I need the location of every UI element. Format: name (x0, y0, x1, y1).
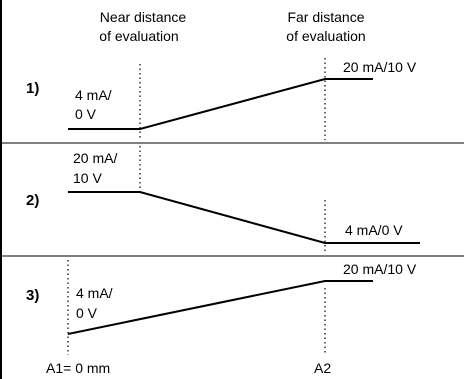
near-distance-heading-line1: Near distance (100, 9, 187, 25)
panel-2-high-label-line1: 20 mA/ (73, 150, 117, 166)
panel-2-low-label: 4 mA/0 V (345, 222, 403, 238)
near-distance-heading-line2: of evaluation (99, 28, 178, 44)
panel-2-output-curve (68, 191, 420, 244)
panel-2: 2) 20 mA/ 10 V 4 mA/0 V (26, 150, 420, 244)
far-distance-heading-line1: Far distance (287, 9, 364, 25)
panel-3-number: 3) (26, 287, 39, 304)
panel-1-high-label: 20 mA/10 V (343, 59, 417, 75)
panel-3: 3) 4 mA/ 0 V 20 mA/10 V (26, 261, 417, 335)
panel-1-output-curve (68, 78, 373, 130)
panel-1-number: 1) (26, 80, 39, 97)
panel-3-output-curve (67, 280, 373, 335)
panel-3-high-label: 20 mA/10 V (343, 261, 417, 277)
panel-1: 1) 4 mA/ 0 V 20 mA/10 V (26, 59, 417, 130)
panel-3-low-label-line2: 0 V (76, 305, 98, 321)
panel-3-low-label-line1: 4 mA/ (76, 285, 113, 301)
far-distance-heading-line2: of evaluation (286, 28, 365, 44)
panel-1-low-label-line2: 0 V (75, 106, 97, 122)
panel-1-low-label-line1: 4 mA/ (75, 87, 112, 103)
a1-label: A1= 0 mm (46, 360, 110, 376)
panel-2-number: 2) (26, 192, 39, 209)
panel-2-high-label-line2: 10 V (73, 170, 102, 186)
a2-label: A2 (314, 360, 331, 376)
